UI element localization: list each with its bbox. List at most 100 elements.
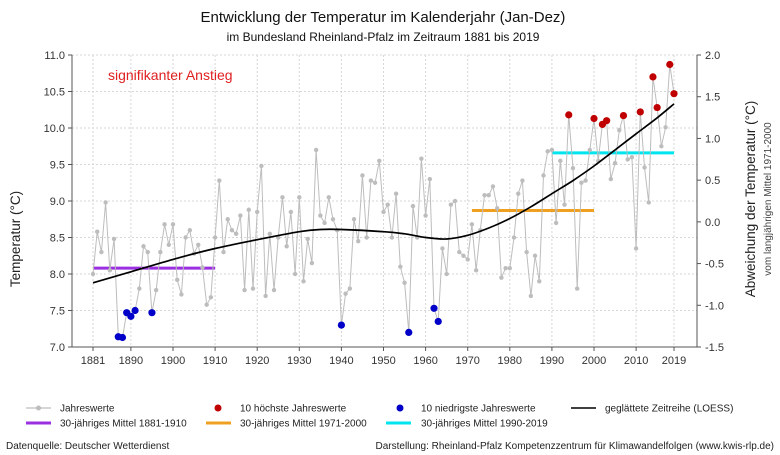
- annual-point: [659, 144, 664, 149]
- annual-point: [263, 293, 268, 299]
- y2-tick-label: 2.0: [705, 50, 720, 62]
- annual-point: [583, 178, 588, 183]
- lowest-point: [127, 312, 135, 320]
- annual-point: [419, 156, 424, 161]
- annual-point: [574, 286, 580, 291]
- y-tick-label: 7.0: [50, 342, 65, 354]
- annual-point: [541, 173, 546, 178]
- footer-source: Datenquelle: Deutscher Wetterdienst: [6, 441, 169, 452]
- y2-tick-label: 0.0: [705, 217, 720, 229]
- y2-axis-sublabel: vom langjährigen Mittel 1971-2000: [763, 122, 774, 276]
- y-tick-label: 11.0: [44, 50, 65, 62]
- x-tick-label: 2000: [582, 355, 606, 367]
- annual-point: [229, 228, 235, 233]
- annual-point: [524, 249, 529, 255]
- legend-annual-label: Jahreswerte: [60, 404, 115, 415]
- annual-point: [646, 200, 651, 205]
- annual-point: [356, 238, 361, 244]
- annual-point: [292, 271, 298, 277]
- annual-point: [187, 228, 193, 233]
- highest-point: [649, 73, 657, 81]
- legend-item-loess: geglättete Zeitreihe (LOESS): [571, 404, 733, 415]
- annual-point: [469, 222, 475, 227]
- annual-point: [537, 279, 542, 284]
- annual-point: [473, 268, 479, 273]
- x-tick-label: 2019: [662, 355, 686, 367]
- x-tick-label: 1930: [287, 355, 311, 367]
- x-tick-label: 1970: [455, 355, 479, 367]
- annual-point: [246, 207, 251, 212]
- grid: [72, 54, 697, 348]
- annual-point: [212, 235, 218, 240]
- annual-point: [579, 180, 584, 185]
- annual-point: [562, 202, 567, 207]
- annual-point: [516, 191, 521, 196]
- legend-item-cold: 10 niedrigste Jahreswerte: [396, 404, 536, 415]
- annual-point: [625, 157, 630, 162]
- highest-point: [590, 114, 598, 123]
- annual-point: [444, 271, 449, 277]
- annual-point: [402, 280, 407, 285]
- annual-point: [410, 203, 416, 209]
- annual-point: [301, 279, 306, 284]
- annual-point: [364, 235, 369, 240]
- lowest-point: [434, 317, 442, 326]
- chart-subtitle: im Bundesland Rheinland-Pfalz im Zeitrau…: [227, 30, 540, 44]
- annual-point: [389, 235, 395, 240]
- annual-point: [200, 265, 205, 270]
- annual-point: [490, 184, 496, 189]
- legend-mean-1990-2019-label: 30-jähriges Mittel 1990-2019: [421, 419, 548, 430]
- annual-point: [486, 192, 491, 198]
- annual-point: [461, 253, 466, 258]
- annual-point: [457, 249, 462, 255]
- annual-point: [385, 202, 390, 207]
- annual-point: [360, 173, 365, 178]
- annual-point: [297, 195, 302, 200]
- y-tick-label: 8.0: [50, 269, 65, 281]
- y2-tick-label: -0.5: [705, 259, 724, 271]
- annual-point: [103, 200, 108, 205]
- y-tick-label: 8.5: [50, 233, 65, 245]
- x-tick-label: 1960: [413, 355, 437, 367]
- annual-point: [254, 209, 260, 215]
- x-tick-label: 1881: [81, 355, 105, 367]
- annual-point: [153, 287, 159, 293]
- annual-point: [233, 231, 239, 237]
- annual-point: [528, 293, 534, 299]
- annual-point: [553, 220, 559, 226]
- axes: 1881 1890 1900 1910 1920 1930 1940 1950 1960 1970…: [44, 50, 724, 367]
- x-tick-label: 1900: [161, 355, 185, 367]
- annual-point: [288, 209, 294, 215]
- legend: Jahreswerte 30-jähriges Mittel 1881-1910…: [26, 404, 733, 430]
- x-tick-label: 1950: [371, 355, 395, 367]
- annual-point: [423, 213, 428, 218]
- annual-point: [280, 195, 285, 200]
- annual-point: [532, 253, 538, 258]
- legend-mean-1971-2000-label: 30-jähriges Mittel 1971-2000: [240, 419, 367, 430]
- y-tick-label: 9.0: [50, 196, 65, 208]
- legend-item-mean-1990-2019: 30-jähriges Mittel 1990-2019: [386, 419, 548, 430]
- loess-curve: [92, 103, 675, 284]
- y-tick-label: 10.0: [44, 123, 65, 135]
- legend-hot-label: 10 höchste Jahreswerte: [240, 404, 347, 415]
- annual-point: [175, 277, 180, 283]
- annual-point: [494, 206, 500, 211]
- annual-point: [448, 202, 454, 207]
- chart-title: Entwicklung der Temperatur im Kalenderja…: [201, 9, 566, 26]
- annual-point: [179, 292, 184, 297]
- annual-point: [259, 163, 264, 169]
- x-tick-label: 1940: [329, 355, 353, 367]
- highest-point: [653, 103, 661, 112]
- annual-point: [107, 268, 113, 273]
- x-tick-label: 1890: [119, 355, 143, 367]
- annual-point: [347, 286, 353, 291]
- lowest-point: [337, 321, 345, 329]
- annual-point: [326, 195, 331, 200]
- legend-mean-1881-1910-label: 30-jähriges Mittel 1881-1910: [60, 419, 187, 430]
- annual-point: [204, 302, 209, 307]
- annual-point: [503, 265, 508, 271]
- legend-cold-label: 10 niedrigste Jahreswerte: [421, 404, 536, 415]
- annual-point: [242, 287, 247, 293]
- annual-point: [520, 178, 525, 183]
- annual-point: [617, 127, 622, 133]
